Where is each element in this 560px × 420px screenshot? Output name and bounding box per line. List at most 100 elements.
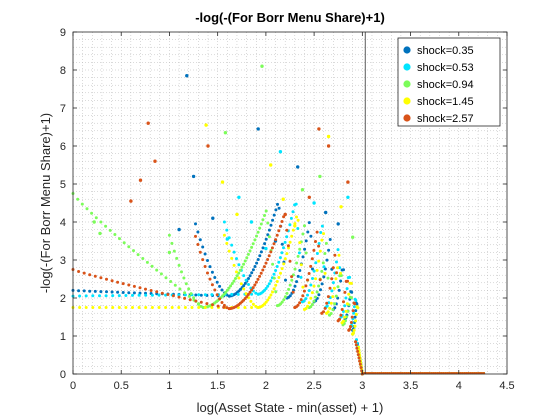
data-point xyxy=(250,271,254,275)
data-point xyxy=(254,280,258,284)
x-axis-title: log(Asset State - min(asset) + 1) xyxy=(197,400,384,415)
legend-label: shock=1.45 xyxy=(417,96,474,108)
legend-marker xyxy=(403,80,411,88)
data-point xyxy=(327,248,331,252)
data-point xyxy=(216,304,220,308)
data-point xyxy=(355,346,359,350)
data-point xyxy=(280,267,284,271)
data-point xyxy=(242,284,246,288)
data-point xyxy=(211,303,214,307)
data-point xyxy=(155,268,159,272)
data-point xyxy=(312,299,316,303)
data-point xyxy=(259,250,263,254)
data-point xyxy=(349,325,352,328)
data-point xyxy=(84,294,88,298)
data-point xyxy=(104,224,108,228)
data-point xyxy=(345,302,349,306)
x-tick-label: 0.5 xyxy=(114,380,129,392)
data-point xyxy=(196,243,200,246)
data-point xyxy=(277,276,281,279)
data-point xyxy=(301,285,305,289)
data-point xyxy=(80,202,84,206)
legend: shock=0.35 shock=0.53 shock=0.94 shock=1.45… xyxy=(397,37,501,127)
data-point xyxy=(258,226,262,230)
data-point xyxy=(206,259,209,262)
data-point xyxy=(117,306,121,309)
data-point xyxy=(357,356,361,360)
legend-marker xyxy=(403,46,411,54)
data-point xyxy=(354,312,358,316)
data-point xyxy=(320,282,324,286)
data-point xyxy=(259,222,263,226)
data-point xyxy=(319,288,322,292)
data-point xyxy=(309,264,313,268)
data-point xyxy=(312,201,316,205)
data-point xyxy=(322,310,325,314)
data-point xyxy=(301,232,305,236)
data-point xyxy=(333,306,337,310)
data-point xyxy=(247,283,250,286)
data-point xyxy=(288,259,292,263)
data-point xyxy=(245,295,249,299)
data-point xyxy=(331,266,335,270)
data-point xyxy=(110,279,114,283)
data-point xyxy=(85,207,89,211)
data-point xyxy=(358,359,362,363)
data-point xyxy=(310,257,314,261)
data-point xyxy=(206,271,209,275)
data-point xyxy=(323,252,327,255)
data-point xyxy=(322,265,326,269)
legend-box xyxy=(397,37,501,127)
data-point xyxy=(356,306,360,310)
data-point xyxy=(208,265,212,269)
data-point xyxy=(235,274,239,278)
data-point xyxy=(354,340,358,344)
data-point xyxy=(256,127,260,131)
data-point xyxy=(331,295,335,299)
data-point xyxy=(333,253,337,257)
data-point xyxy=(336,285,340,289)
data-point xyxy=(330,289,334,293)
data-point xyxy=(340,308,344,311)
data-point xyxy=(303,224,306,228)
data-point xyxy=(291,228,295,232)
data-point xyxy=(307,195,311,199)
data-point xyxy=(242,274,246,278)
data-point xyxy=(349,281,353,285)
data-point xyxy=(267,282,271,286)
data-point xyxy=(203,293,207,297)
data-point xyxy=(336,266,339,270)
data-point xyxy=(222,303,226,307)
chart-title: -log(-(For Borr Menu Share)+1) xyxy=(195,10,385,25)
data-point xyxy=(303,247,307,251)
data-point xyxy=(311,267,314,271)
data-point xyxy=(310,291,314,295)
data-point xyxy=(278,150,283,154)
data-point xyxy=(184,282,188,286)
data-point xyxy=(312,248,316,252)
legend-marker xyxy=(403,97,411,105)
data-point xyxy=(310,303,314,306)
data-point xyxy=(266,298,270,302)
data-point xyxy=(210,270,214,274)
data-point xyxy=(283,295,287,299)
data-point xyxy=(283,212,287,217)
data-point xyxy=(296,274,300,278)
data-point xyxy=(159,272,163,276)
data-point xyxy=(346,279,349,283)
data-point xyxy=(177,227,181,232)
data-point xyxy=(348,275,352,279)
plot-frame xyxy=(72,31,508,375)
data-point xyxy=(270,246,274,250)
data-point xyxy=(157,306,161,309)
legend-label: shock=0.35 xyxy=(417,45,474,57)
data-point xyxy=(312,269,316,273)
data-point xyxy=(250,288,254,292)
data-point xyxy=(194,299,198,303)
data-point xyxy=(332,286,336,290)
data-point xyxy=(171,294,175,298)
data-point xyxy=(220,288,224,292)
data-point xyxy=(116,290,120,294)
data-point xyxy=(288,294,292,298)
